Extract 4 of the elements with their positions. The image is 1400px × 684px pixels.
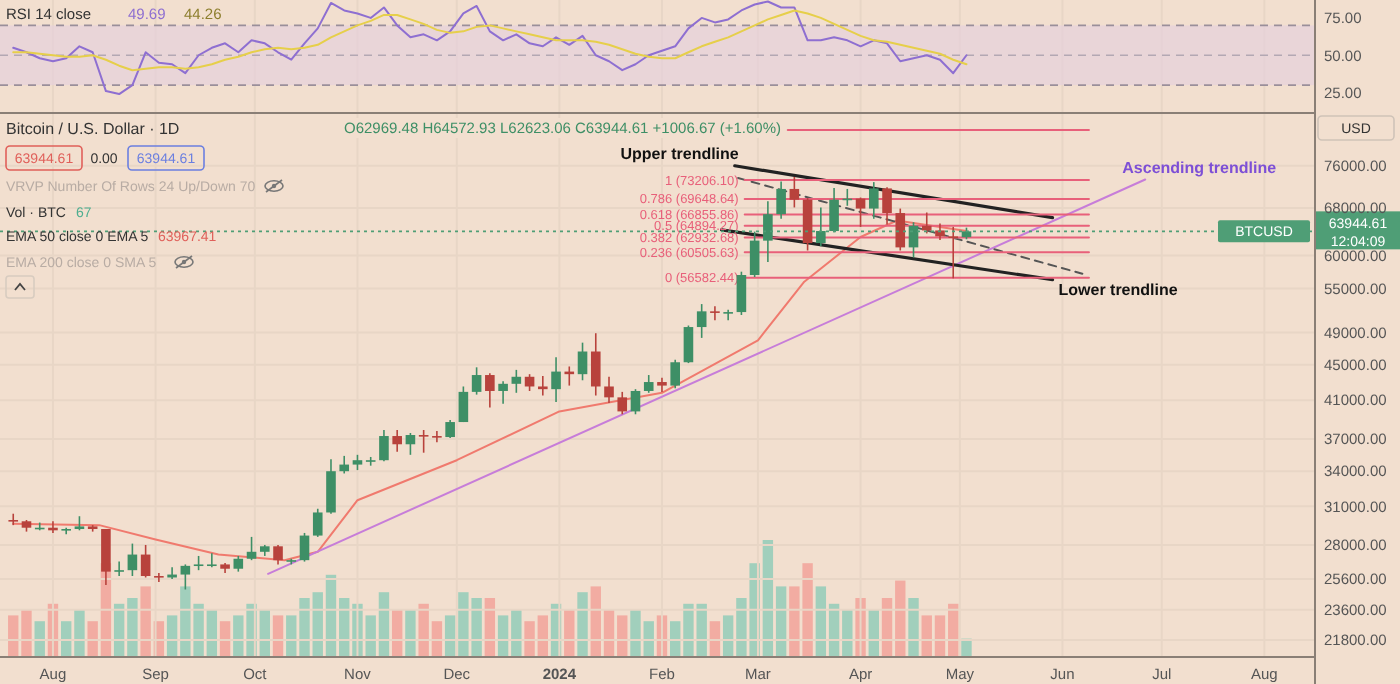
annotation: Lower trendline <box>1058 281 1179 300</box>
annotation: Upper trendline <box>620 145 740 164</box>
chart-title: Bitcoin / U.S. Dollar · 1D <box>6 119 180 138</box>
annotation: Ascending trendline <box>1122 159 1278 178</box>
